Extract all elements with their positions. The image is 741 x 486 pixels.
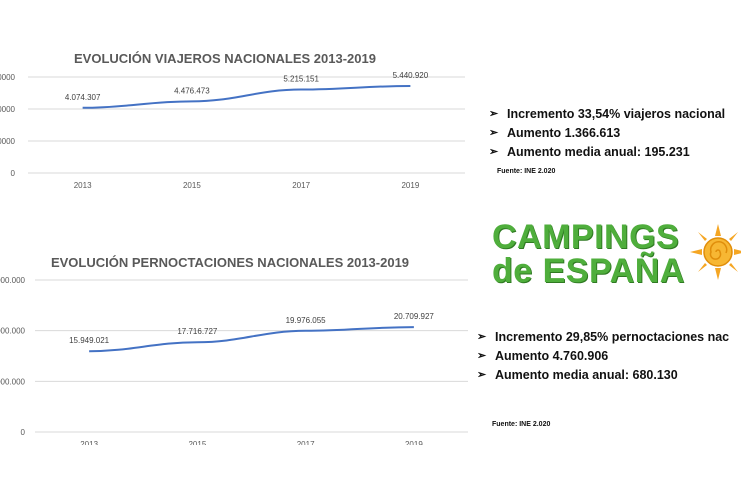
x-tick-label: 2017 [292,181,310,190]
logo-text-line2: de ESPAÑA [492,252,685,290]
series-line [89,326,414,353]
data-label: 20.709.927 [394,312,435,321]
arrow-bullet-icon: ➢ [477,369,487,381]
data-label: 15.949.021 [69,336,110,345]
logo-text-line1: CAMPINGS [492,218,680,256]
y-tick-label: 000.000 [0,276,26,285]
data-label: 17.716.727 [177,327,218,336]
stat-item: ➢ Aumento media anual: 195.231 [487,143,725,162]
stat-item: ➢ Aumento 4.760.906 [475,347,729,366]
y-tick-label: 0 [21,428,26,437]
x-tick-label: 2015 [188,440,206,445]
stat-text: Aumento media anual: 195.231 [507,145,690,159]
x-tick-label: 2015 [183,181,201,190]
arrow-bullet-icon: ➢ [477,331,487,343]
stat-item: ➢ Aumento 1.366.613 [487,124,725,143]
chart-title: EVOLUCIÓN PERNOCTACIONES NACIONALES 2013… [51,255,409,270]
data-label: 5.215.151 [283,75,319,84]
chart-title: EVOLUCIÓN VIAJEROS NACIONALES 2013-2019 [74,51,376,66]
stat-text: Incremento 29,85% pernoctaciones nac [495,330,730,344]
stats-viajeros: ➢ Incremento 33,54% viajeros nacional ➢ Au… [487,105,725,162]
stats-pernoctaciones: ➢ Incremento 29,85% pernoctaciones nac ➢ A… [475,328,729,385]
arrow-bullet-icon: ➢ [489,108,499,120]
chart-pernoctaciones: EVOLUCIÓN PERNOCTACIONES NACIONALES 2013… [0,255,468,445]
chart-viajeros: EVOLUCIÓN VIAJEROS NACIONALES 2013-2019 … [0,51,465,190]
x-tick-label: 2013 [80,440,98,445]
y-tick-label: 0 [11,169,16,178]
x-tick-label: 2019 [401,181,419,190]
series-line [82,84,411,109]
arrow-bullet-icon: ➢ [477,350,487,362]
data-label: 5.440.920 [393,71,429,80]
source-note: Fuente: INE 2.020 [492,421,551,428]
y-tick-label: 000.000 [0,327,26,336]
x-tick-label: 2017 [297,440,315,445]
y-tick-label: 000.000 [0,377,26,386]
stat-text: Incremento 33,54% viajeros nacional [507,107,726,121]
arrow-bullet-icon: ➢ [489,146,499,158]
stat-item: ➢ Incremento 29,85% pernoctaciones nac [475,328,729,347]
source-note: Fuente: INE 2.020 [497,168,556,175]
x-tick-label: 2019 [405,440,423,445]
stat-text: Aumento media anual: 680.130 [495,368,678,382]
data-label: 4.476.473 [174,86,210,95]
stat-text: Aumento 4.760.906 [495,349,609,363]
stat-item: ➢ Incremento 33,54% viajeros nacional [487,105,725,124]
stat-item: ➢ Aumento media anual: 680.130 [475,366,729,385]
arrow-bullet-icon: ➢ [489,127,499,139]
stat-text: Aumento 1.366.613 [507,126,621,140]
sun-icon [690,224,741,280]
data-label: 19.976.055 [286,316,327,325]
data-label: 4.074.307 [65,93,101,102]
x-tick-label: 2013 [74,181,92,190]
campings-logo: CAMPINGS de ESPAÑA [490,218,741,294]
